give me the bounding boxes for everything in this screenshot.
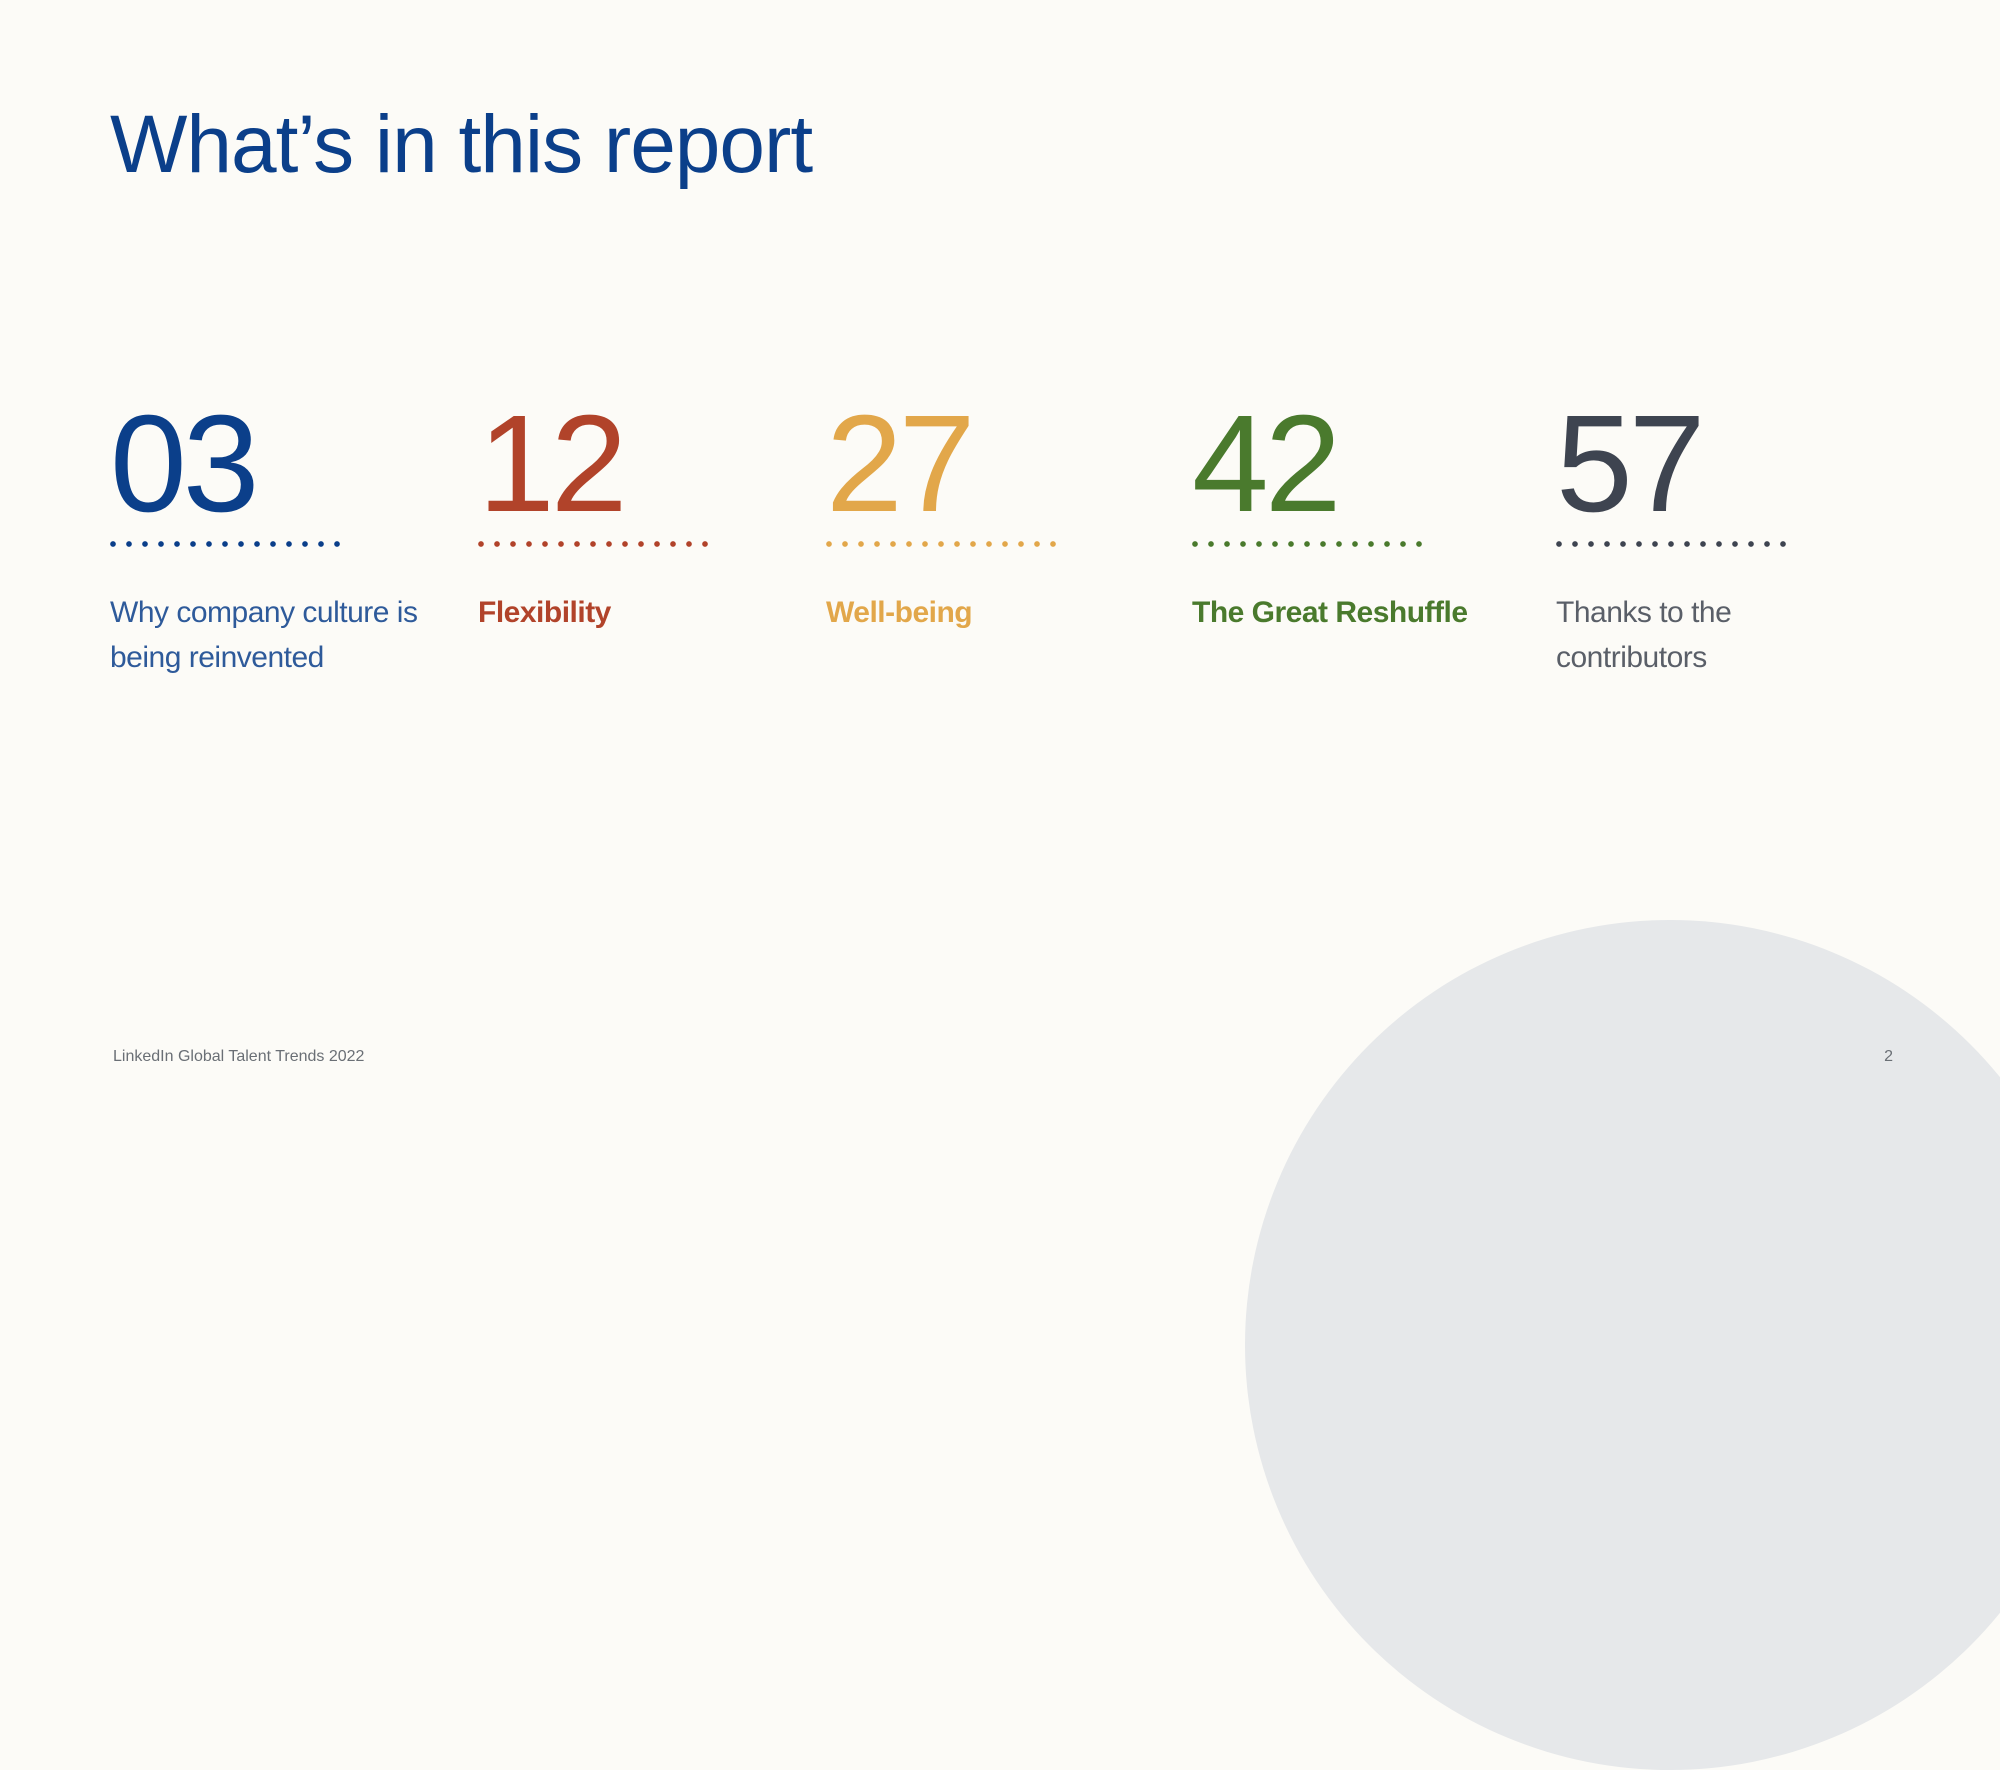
toc-item-contributors[interactable]: 57 Thanks to the contributors xyxy=(1556,395,1876,680)
toc-item-well-being[interactable]: 27 Well-being xyxy=(826,395,1146,635)
toc-section-title: The Great Reshuffle xyxy=(1192,596,1468,629)
page-number: 2 xyxy=(1884,1048,1893,1065)
dotted-divider xyxy=(478,540,710,548)
toc-section-title: Flexibility xyxy=(478,596,611,629)
table-of-contents: 03 Why company culture is being reinvent… xyxy=(110,395,1950,755)
toc-page-number: 57 xyxy=(1556,387,1706,541)
toc-item-great-reshuffle[interactable]: 42 The Great Reshuffle xyxy=(1192,395,1512,635)
toc-item-flexibility[interactable]: 12 Flexibility xyxy=(478,395,798,635)
dotted-divider xyxy=(110,540,342,548)
page-title: What’s in this report xyxy=(110,99,813,190)
toc-section-title: Well-being xyxy=(826,596,973,629)
toc-item-culture[interactable]: 03 Why company culture is being reinvent… xyxy=(110,395,430,680)
dotted-divider xyxy=(826,540,1058,548)
toc-page-number: 42 xyxy=(1192,387,1342,541)
dotted-divider xyxy=(1556,540,1788,548)
dotted-divider xyxy=(1192,540,1424,548)
toc-section-title: Why company culture is being reinvented xyxy=(110,596,418,674)
toc-page-number: 27 xyxy=(826,387,976,541)
toc-section-title: Thanks to the contributors xyxy=(1556,596,1732,674)
footer-source: LinkedIn Global Talent Trends 2022 xyxy=(113,1048,365,1065)
toc-page-number: 12 xyxy=(478,387,628,541)
toc-page-number: 03 xyxy=(110,387,260,541)
